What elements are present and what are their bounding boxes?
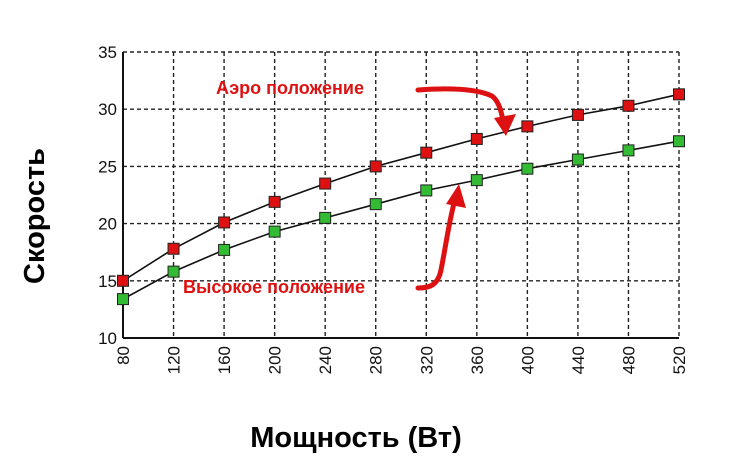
arrow-aero-line bbox=[415, 86, 507, 129]
data-point bbox=[369, 160, 382, 173]
y-tick-label: 25 bbox=[98, 157, 117, 176]
series-markers bbox=[117, 88, 685, 306]
x-tick-label: 440 bbox=[569, 346, 588, 374]
data-point bbox=[673, 88, 685, 101]
x-tick-label: 240 bbox=[316, 346, 335, 374]
x-axis-title: Мощность (Вт) bbox=[250, 422, 461, 454]
data-point bbox=[167, 265, 180, 278]
x-tick-label: 280 bbox=[367, 346, 386, 374]
data-point bbox=[117, 274, 129, 287]
y-tick-label: 10 bbox=[98, 329, 117, 348]
annotations: Аэро положение Высокое положение bbox=[183, 78, 516, 297]
data-point bbox=[167, 242, 180, 255]
y-tick-label: 20 bbox=[98, 215, 117, 234]
plot-area bbox=[123, 52, 679, 338]
annotation-aero: Аэро положение bbox=[216, 78, 364, 98]
data-point bbox=[622, 144, 635, 157]
x-tick-label: 120 bbox=[165, 346, 184, 374]
x-tick-label: 200 bbox=[266, 346, 285, 374]
x-tick-label: 320 bbox=[417, 346, 436, 374]
data-point bbox=[117, 293, 129, 306]
x-tick-label: 360 bbox=[468, 346, 487, 374]
series-line-0 bbox=[122, 93, 680, 282]
series-line-1 bbox=[122, 140, 680, 300]
y-tick-label: 15 bbox=[98, 272, 117, 291]
x-tick-label: 480 bbox=[619, 346, 638, 374]
data-point bbox=[218, 243, 231, 256]
x-tick-label: 520 bbox=[670, 346, 689, 374]
x-tick-label: 160 bbox=[215, 346, 234, 374]
arrow-aero-head bbox=[494, 114, 516, 136]
x-tick-label: 400 bbox=[518, 346, 537, 374]
grid bbox=[123, 52, 679, 338]
data-point bbox=[521, 120, 534, 133]
data-point bbox=[319, 177, 332, 190]
data-point bbox=[218, 216, 231, 229]
data-point bbox=[571, 108, 584, 121]
y-axis-ticks: 10 15 20 25 30 35 bbox=[98, 43, 117, 348]
data-point bbox=[470, 132, 483, 145]
arrow-high-head bbox=[446, 184, 466, 208]
data-point bbox=[319, 211, 332, 224]
data-point bbox=[268, 195, 281, 208]
data-point bbox=[420, 184, 433, 197]
arrow-high-line bbox=[415, 193, 459, 291]
data-point bbox=[622, 99, 635, 112]
data-point bbox=[571, 153, 584, 166]
y-tick-label: 30 bbox=[98, 100, 117, 119]
y-tick-label: 35 bbox=[98, 43, 117, 62]
data-point bbox=[470, 174, 483, 187]
data-point bbox=[420, 146, 433, 159]
y-axis-title: Скорость bbox=[19, 148, 51, 284]
x-axis-ticks: 80 120 160 200 240 280 320 360 400 440 480 520 bbox=[114, 346, 689, 374]
data-point bbox=[268, 225, 281, 238]
annotation-high: Высокое положение bbox=[183, 277, 365, 297]
plot-frame bbox=[122, 51, 680, 339]
data-point bbox=[521, 162, 534, 175]
series-lines bbox=[122, 93, 680, 300]
data-point bbox=[673, 135, 685, 148]
data-point bbox=[369, 198, 382, 211]
x-tick-label: 80 bbox=[114, 346, 133, 365]
